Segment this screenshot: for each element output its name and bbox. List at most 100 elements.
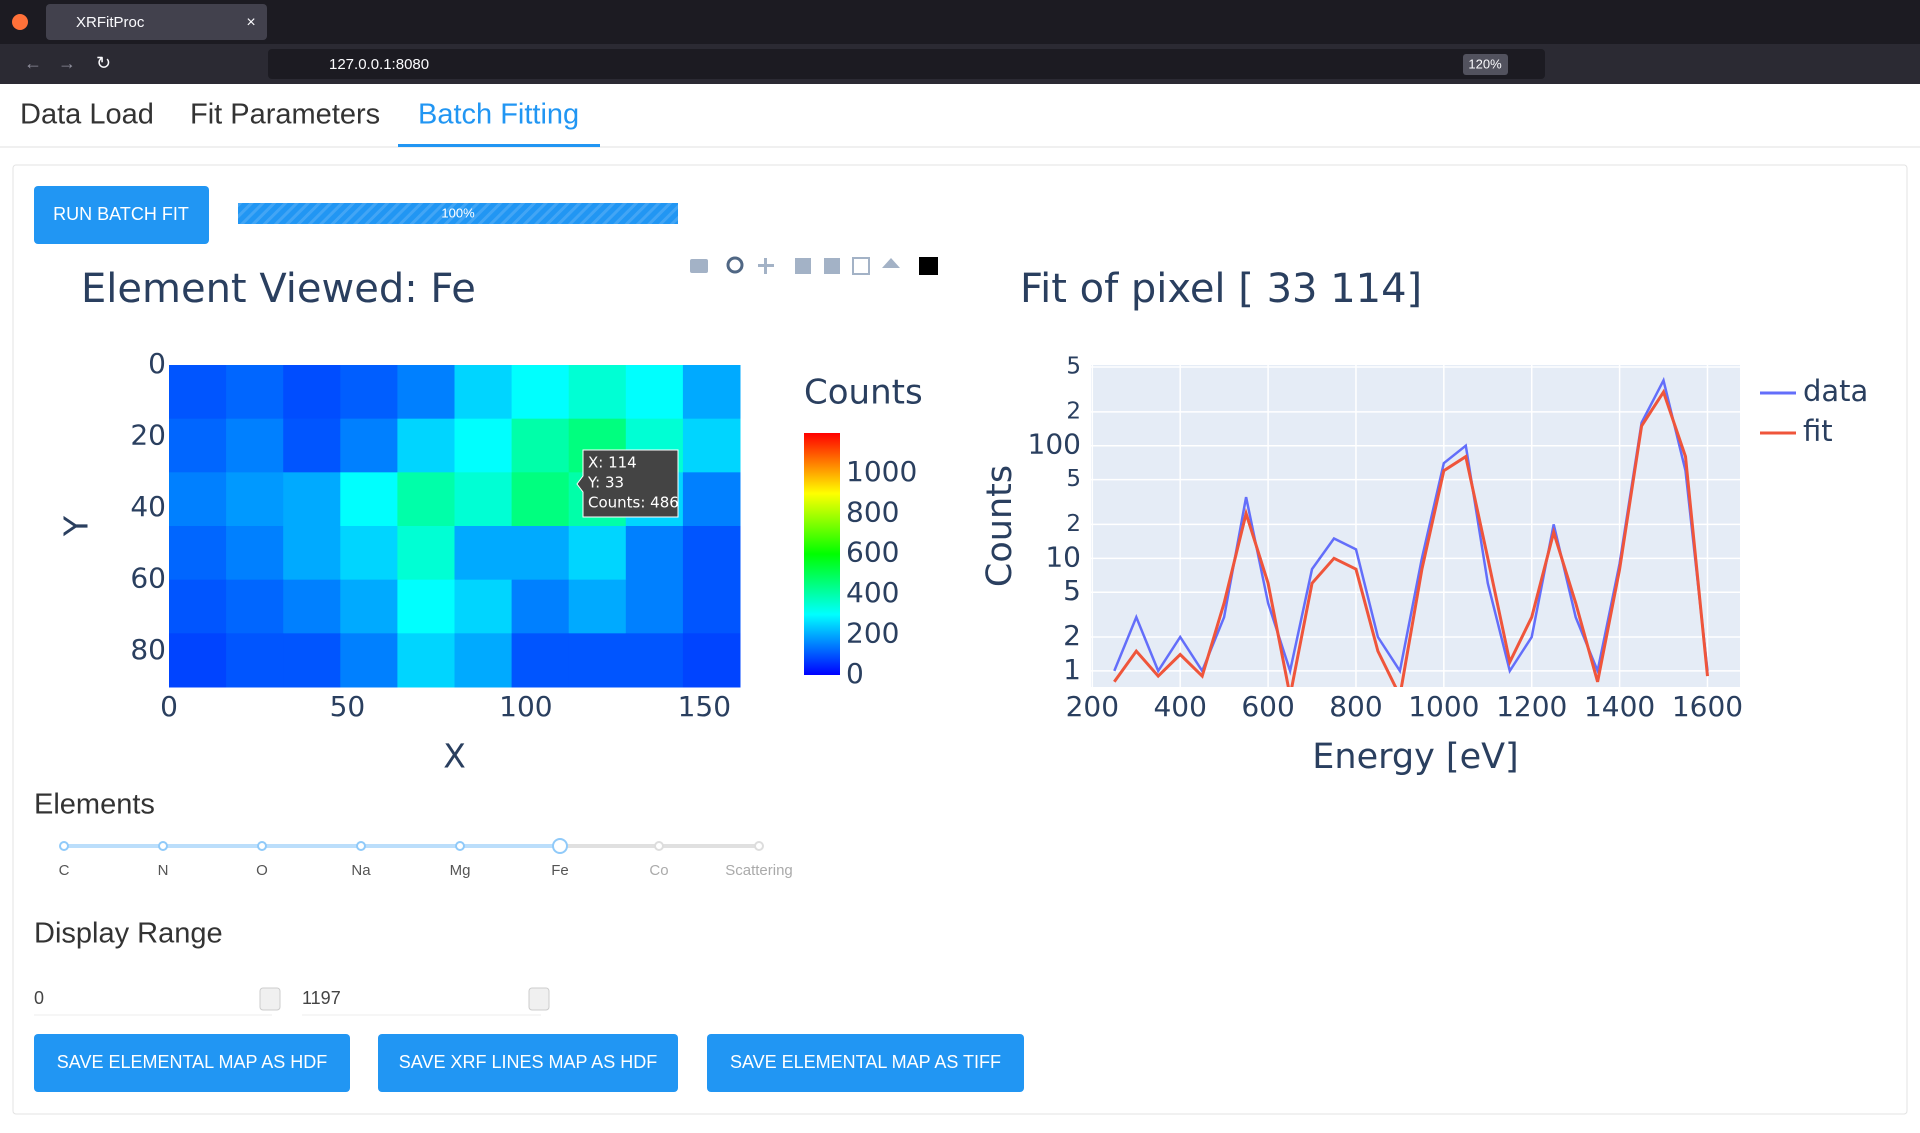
colorbar-title: Counts xyxy=(804,373,923,413)
mode-autoscale[interactable] xyxy=(852,257,870,275)
heatmap-cell xyxy=(169,418,227,473)
save-button[interactable] xyxy=(378,1034,678,1092)
slider-mark[interactable] xyxy=(654,841,664,851)
heatmap-cell xyxy=(340,472,398,527)
heatmap-cell xyxy=(568,365,627,420)
tab-close[interactable]: × xyxy=(246,14,255,31)
heatmap-cell xyxy=(283,579,341,634)
reload[interactable]: ↻ xyxy=(96,53,111,73)
url-bar[interactable] xyxy=(268,49,1545,79)
tab[interactable]: Batch Fitting xyxy=(418,99,579,131)
slider-mark[interactable] xyxy=(356,841,366,851)
slider-mark[interactable] xyxy=(552,838,568,854)
x-tick-label: 0 xyxy=(160,690,178,723)
heatmap-cell xyxy=(511,526,570,581)
y-tick-label: 2 xyxy=(1066,511,1081,537)
tab[interactable]: Data Load xyxy=(20,99,154,131)
colorbar-tick-label: 1000 xyxy=(846,455,917,488)
legend-label[interactable]: fit xyxy=(1803,414,1833,448)
y-tick-label: 100 xyxy=(1028,428,1081,461)
x-tick-label: 1000 xyxy=(1408,690,1479,723)
x-axis-title: X xyxy=(443,737,466,776)
heatmap-cell xyxy=(283,526,341,581)
tab[interactable]: Fit Parameters xyxy=(190,99,380,131)
y-tick-label: 2 xyxy=(1063,619,1081,652)
heatmap-cell xyxy=(454,579,513,634)
heatmap-cell xyxy=(169,365,227,420)
heatmap-cell xyxy=(682,365,741,420)
heatmap-cell xyxy=(568,526,627,581)
back[interactable]: ← xyxy=(24,53,42,73)
x-tick-label: 600 xyxy=(1241,690,1294,723)
browser-tab[interactable] xyxy=(46,4,267,40)
heatmap-cell xyxy=(226,365,284,420)
range-input[interactable]: 1197 xyxy=(302,988,341,1008)
y-axis-title: Counts xyxy=(980,465,1020,587)
colorbar-tick-label: 400 xyxy=(846,576,899,609)
heatmap-cell xyxy=(454,526,513,581)
y-tick-label: 5 xyxy=(1063,574,1081,607)
heatmap-cell xyxy=(169,472,227,527)
mode-zoom[interactable] xyxy=(726,256,744,274)
heatmap-cell xyxy=(397,365,455,420)
forward[interactable]: → xyxy=(58,53,76,73)
tooltip: X: 114 Y: 33 Counts: 486 xyxy=(576,449,679,518)
spinner[interactable] xyxy=(259,987,281,1011)
heatmap-cell xyxy=(226,472,284,527)
heatmap-cell xyxy=(682,418,741,473)
slider-label[interactable]: Na xyxy=(351,862,371,879)
heatmap-cell xyxy=(454,418,513,473)
slider-label[interactable]: Co xyxy=(649,862,668,879)
slider-label[interactable]: Fe xyxy=(551,862,569,879)
plot-area xyxy=(1113,376,1709,687)
zoom: 120% xyxy=(1468,56,1502,71)
range-input[interactable]: 0 xyxy=(34,988,44,1008)
zoom-badge[interactable] xyxy=(1463,54,1508,75)
modebar xyxy=(690,256,938,275)
colorbar-tick-label: 800 xyxy=(846,495,899,528)
x-tick-label: 1400 xyxy=(1584,690,1655,723)
elements-label: Elements xyxy=(34,789,155,821)
slider-mark[interactable] xyxy=(158,841,168,851)
heatmap-cell xyxy=(397,579,455,634)
run-button-label: RUN BATCH FIT xyxy=(53,204,189,224)
chart-title: Fit of pixel [ 33 114] xyxy=(1020,266,1422,312)
slider-label[interactable]: N xyxy=(158,862,169,879)
heatmap-cell xyxy=(226,579,284,634)
slider-label[interactable]: O xyxy=(256,862,268,879)
slider-label[interactable]: C xyxy=(59,862,70,879)
x-tick-label: 800 xyxy=(1329,690,1382,723)
heatmap-cell xyxy=(283,472,341,527)
mode-camera[interactable] xyxy=(690,259,708,273)
save-button[interactable] xyxy=(34,1034,350,1092)
heatmap-cell xyxy=(283,633,341,688)
mode-reset[interactable] xyxy=(882,258,900,268)
spinner[interactable] xyxy=(528,987,550,1011)
slider-mark[interactable] xyxy=(754,841,764,851)
heatmap-cell xyxy=(283,365,341,420)
heatmap-cell xyxy=(625,365,684,420)
heatmap-cell xyxy=(682,579,741,634)
legend-label[interactable]: data xyxy=(1803,374,1868,408)
heatmap-cell xyxy=(397,418,455,473)
mode-zoom-out[interactable] xyxy=(824,258,840,274)
tooltip-line: Counts: 486 xyxy=(588,494,679,512)
save-button[interactable] xyxy=(707,1034,1024,1092)
slider-label[interactable]: Mg xyxy=(450,862,471,879)
x-tick-label: 150 xyxy=(678,690,731,723)
slider-mark[interactable] xyxy=(59,841,69,851)
slider-label[interactable]: Scattering xyxy=(725,862,793,879)
run-button[interactable] xyxy=(34,186,209,244)
mode-plotly[interactable] xyxy=(919,257,938,275)
heatmap-cell xyxy=(283,418,341,473)
mode-zoom-in[interactable] xyxy=(795,258,811,274)
heatmap-cell xyxy=(682,526,741,581)
heatmap-cell xyxy=(340,579,398,634)
save-button-label: SAVE ELEMENTAL MAP AS TIFF xyxy=(730,1052,1001,1072)
slider-mark[interactable] xyxy=(257,841,267,851)
x-tick-label: 1200 xyxy=(1496,690,1567,723)
colorbar-tick-label: 600 xyxy=(846,536,899,569)
y-tick-label: 1 xyxy=(1063,653,1081,686)
slider-mark[interactable] xyxy=(455,841,465,851)
heatmap-cell xyxy=(226,526,284,581)
